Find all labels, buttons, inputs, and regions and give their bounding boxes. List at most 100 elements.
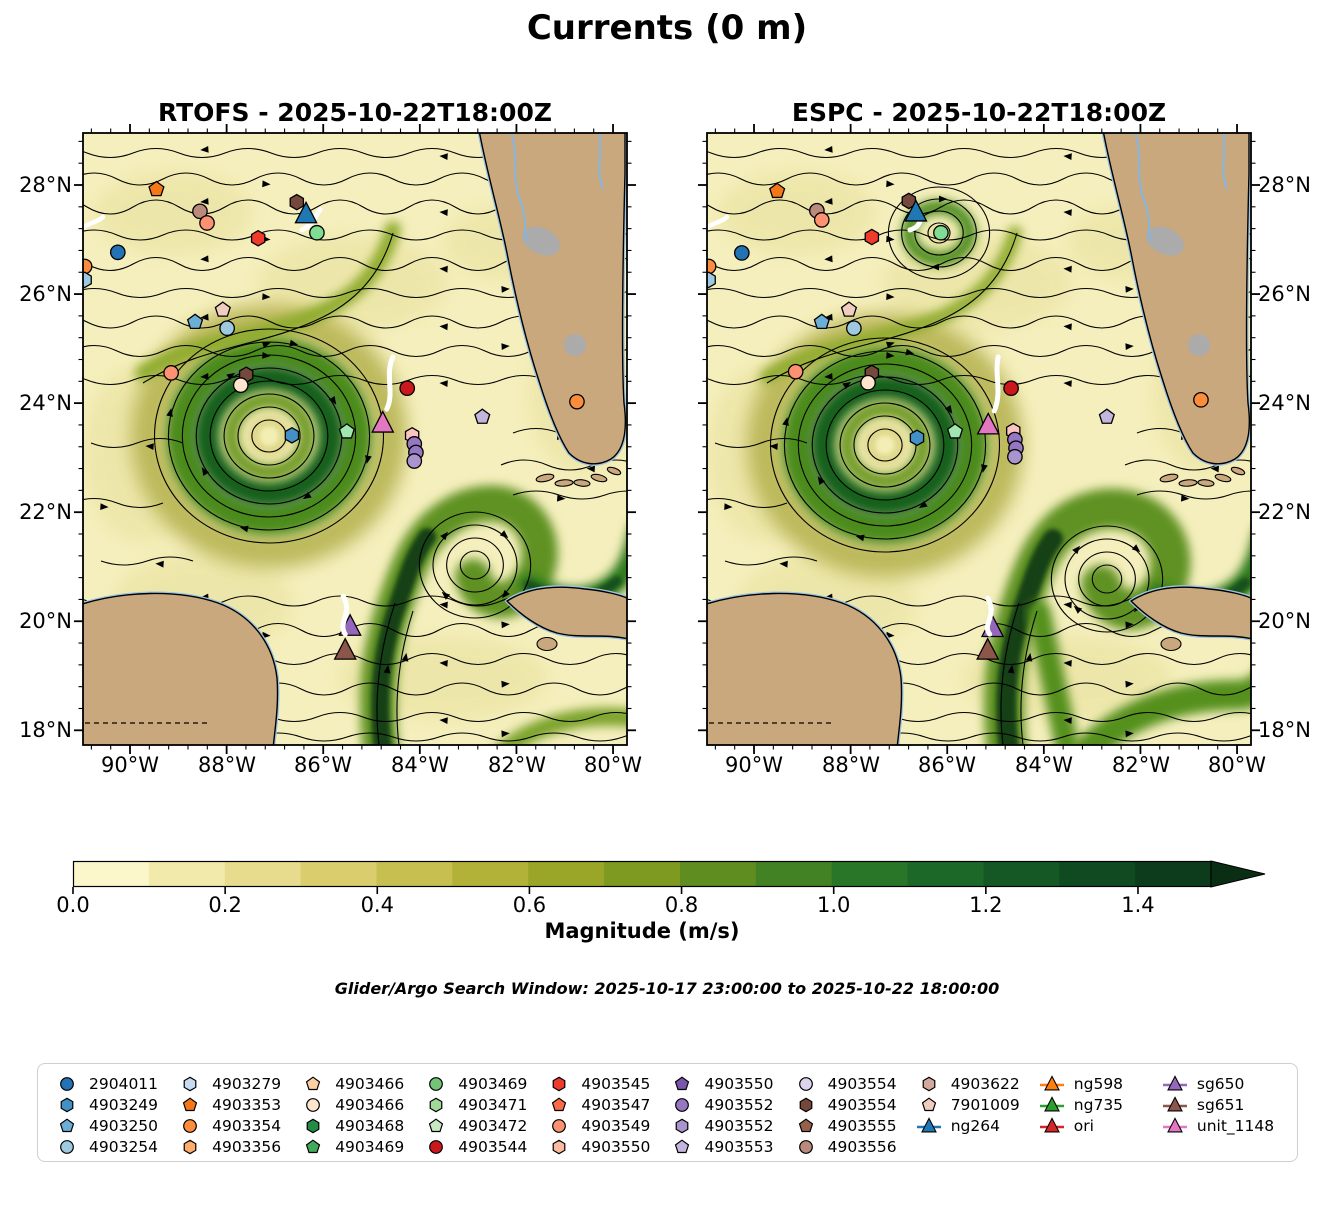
- float-marker: [109, 244, 126, 261]
- river: [598, 133, 604, 190]
- legend-item: 4903469: [423, 1073, 546, 1094]
- land: [1159, 473, 1179, 483]
- legend-label: sg650: [1196, 1074, 1245, 1093]
- legend-item: 4903469: [300, 1136, 423, 1157]
- legend-label: 4903552: [704, 1095, 774, 1114]
- legend-item: 4903544: [423, 1136, 546, 1157]
- legend-label: 4903469: [458, 1074, 528, 1093]
- float-marker: [933, 224, 949, 241]
- float-marker-icon: [552, 1118, 567, 1133]
- lake: [1146, 226, 1184, 256]
- legend-label: sg651: [1196, 1095, 1245, 1114]
- legend-item: 4903249: [54, 1094, 177, 1115]
- glider-track: [384, 354, 396, 412]
- lat-tick-label: 26°N: [19, 281, 72, 306]
- lat-tick-label: 28°N: [19, 173, 72, 198]
- float-marker: [707, 271, 716, 289]
- float-marker: [406, 453, 423, 469]
- legend-label: 4903254: [89, 1137, 159, 1156]
- legend-item: unit_1148: [1162, 1115, 1285, 1136]
- legend-item: 4903254: [54, 1136, 177, 1157]
- float-marker: [338, 423, 355, 439]
- glider-track: [991, 354, 1001, 414]
- legend-label: 7901009: [950, 1095, 1020, 1114]
- float-marker: [707, 258, 717, 275]
- lat-tick-label: 18°N: [19, 718, 72, 743]
- lon-tick-label: 82°W: [488, 753, 546, 777]
- colorbar-segment: [224, 861, 302, 887]
- float-marker-icon: [922, 1076, 936, 1091]
- float-marker-icon: [429, 1117, 444, 1132]
- float-marker-icon: [306, 1118, 320, 1133]
- legend-item: 4903547: [546, 1094, 669, 1115]
- lon-tick-label: 90°W: [725, 753, 783, 777]
- float-marker: [83, 271, 92, 289]
- legend-item: 4903556: [793, 1136, 916, 1157]
- colorbar-segment: [831, 861, 909, 887]
- legend-label: 4903555: [827, 1116, 897, 1135]
- colorbar-segment: [528, 861, 605, 887]
- panel-title-espc: ESPC - 2025-10-22T18:00Z: [791, 98, 1167, 127]
- land: [554, 479, 574, 487]
- float-marker-icon: [675, 1097, 690, 1112]
- land: [536, 636, 558, 652]
- glider-marker: [976, 412, 1000, 435]
- glider-marker-icon: [1039, 1095, 1064, 1111]
- river: [1134, 133, 1152, 242]
- legend-item: ng735: [1039, 1094, 1162, 1115]
- float-marker: [769, 182, 786, 199]
- lake: [564, 334, 586, 356]
- glider-marker: [333, 637, 357, 660]
- colorbar-tick-label: 0.6: [512, 893, 547, 917]
- colorbar-segment: [1059, 861, 1136, 887]
- float-marker-icon: [676, 1118, 689, 1133]
- float-marker-icon: [59, 1117, 75, 1132]
- legend-item: 2904011: [54, 1073, 177, 1094]
- float-marker-icon: [429, 1097, 443, 1112]
- glider-track: [340, 593, 350, 637]
- legend-label: 4903545: [581, 1074, 651, 1093]
- land: [506, 586, 627, 640]
- lon-tick-label: 88°W: [197, 753, 256, 777]
- legend-item: sg650: [1162, 1073, 1285, 1094]
- map-art: [707, 133, 1251, 745]
- lat-tick-label: 18°N: [1258, 718, 1311, 743]
- float-marker: [901, 192, 917, 210]
- float-marker: [909, 429, 925, 447]
- legend-item: 4903466: [300, 1094, 423, 1115]
- panel-title-rtofs: RTOFS - 2025-10-22T18:00Z: [158, 98, 552, 127]
- lon-tick-label: 90°W: [101, 753, 159, 777]
- float-marker: [309, 224, 325, 241]
- colorbar-segment: [1135, 861, 1212, 887]
- lat-tick-label: 24°N: [1258, 390, 1311, 415]
- colorbar-extend-arrow: [1210, 860, 1266, 888]
- search-window-note: Glider/Argo Search Window: 2025-10-17 23…: [334, 979, 1000, 998]
- figure-title: Currents (0 m): [526, 8, 808, 48]
- float-marker: [232, 377, 249, 393]
- float-marker-icon: [60, 1139, 74, 1154]
- colorbar-tick-label: 1.4: [1121, 893, 1155, 917]
- float-marker: [1193, 391, 1209, 408]
- axis-ticks: [698, 124, 1260, 754]
- legend-label: 4903472: [458, 1116, 528, 1135]
- map-frame: [82, 132, 628, 746]
- colorbar-segment: [376, 861, 453, 887]
- legend-item: 4903555: [793, 1115, 916, 1136]
- glider-marker-icon: [916, 1116, 941, 1132]
- legend-label: 4903554: [827, 1095, 897, 1114]
- colorbar-tick-label: 0.8: [664, 893, 699, 917]
- lat-tick-label: 20°N: [19, 609, 72, 634]
- lon-tick-label: 80°W: [584, 753, 643, 777]
- land: [590, 473, 608, 483]
- legend-item: 4903356: [177, 1136, 300, 1157]
- map-art: [83, 133, 627, 745]
- legend-label: ng264: [950, 1116, 1000, 1135]
- float-marker-icon: [798, 1117, 813, 1132]
- float-marker: [733, 245, 750, 261]
- legend-item: 4903279: [177, 1073, 300, 1094]
- float-marker-icon: [183, 1118, 197, 1133]
- float-marker-icon: [182, 1096, 198, 1111]
- float-marker-icon: [553, 1076, 566, 1091]
- glider-marker-icon: [1162, 1074, 1187, 1090]
- glider-marker-icon: [1039, 1116, 1064, 1132]
